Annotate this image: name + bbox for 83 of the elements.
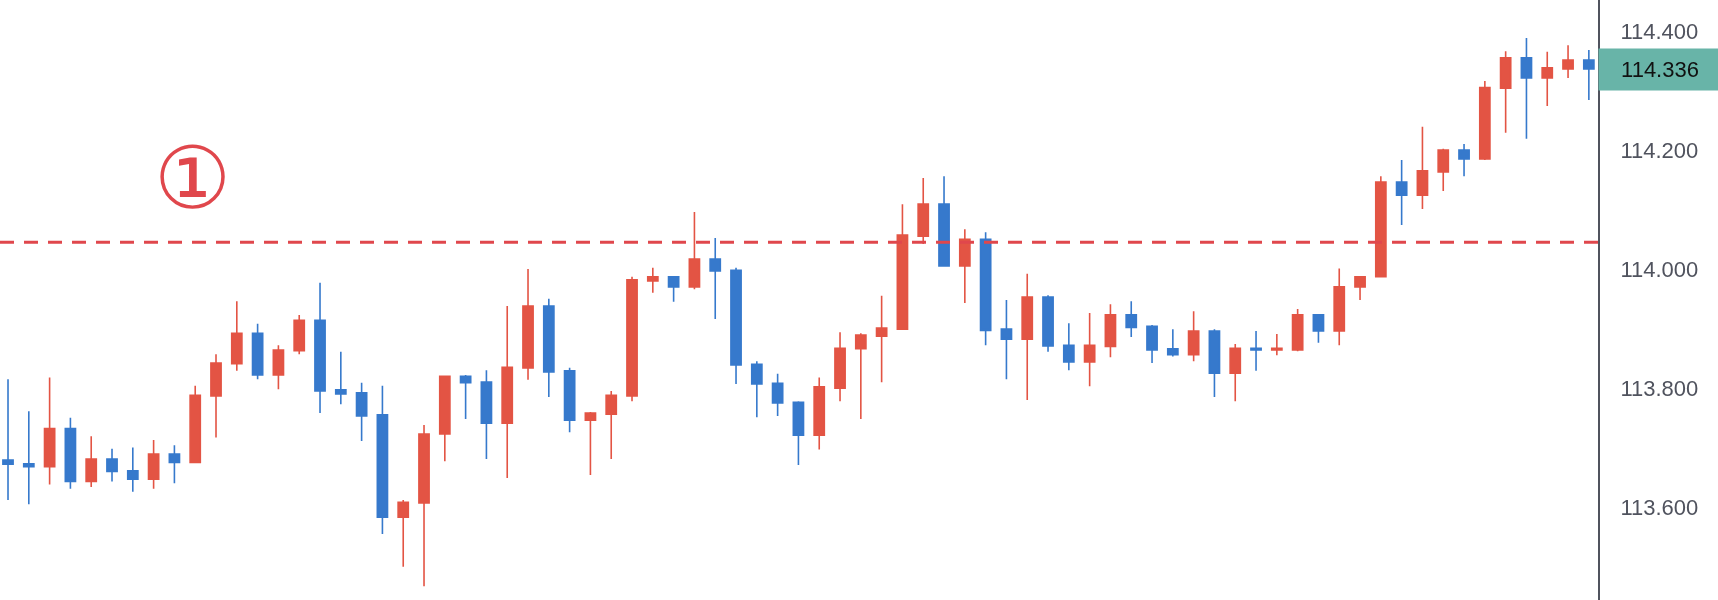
candlestick xyxy=(522,268,534,381)
candlestick xyxy=(147,439,160,490)
candlestick xyxy=(1333,267,1346,347)
y-tick-label: 113.600 xyxy=(1620,494,1699,520)
candlestick xyxy=(771,373,784,417)
candlestick xyxy=(1437,148,1450,192)
candlestick xyxy=(168,444,181,485)
candlestick xyxy=(293,314,306,355)
candlestick xyxy=(1000,299,1013,380)
candlestick xyxy=(1270,333,1283,357)
text: 114.336 xyxy=(1621,57,1699,82)
candlestick xyxy=(334,350,347,405)
candlestick xyxy=(1062,322,1075,372)
candlestick xyxy=(355,381,368,442)
candlestick xyxy=(646,267,659,294)
y-tick-label: 114.400 xyxy=(1620,18,1699,44)
candlestick xyxy=(376,384,389,535)
candlestick xyxy=(1582,49,1595,101)
candlestick xyxy=(64,417,77,490)
candlestick xyxy=(875,295,888,383)
candlestick xyxy=(1208,328,1221,398)
y-tick-label: 114.200 xyxy=(1620,137,1699,163)
candlestick xyxy=(1291,308,1304,352)
candlestick xyxy=(230,300,243,372)
candlestick xyxy=(626,275,638,402)
candlestick xyxy=(1166,328,1179,358)
candlestick xyxy=(938,175,950,267)
candlestick xyxy=(1354,275,1366,301)
candlestick xyxy=(22,410,35,505)
candlestick xyxy=(688,211,701,291)
candlestick xyxy=(813,376,826,451)
candlestick xyxy=(854,332,867,420)
candlestick xyxy=(1458,143,1470,177)
candlestick xyxy=(397,499,410,568)
candlestick xyxy=(1312,314,1325,344)
y-tick-label: 113.800 xyxy=(1620,375,1699,401)
candlestick xyxy=(1125,300,1138,338)
candlestick xyxy=(85,435,98,488)
candlestick xyxy=(1374,175,1387,278)
candlestick xyxy=(1021,273,1034,401)
candlestick xyxy=(438,375,451,463)
candlestick xyxy=(418,424,430,588)
candlestick xyxy=(459,374,472,420)
y-tick-label: 114.000 xyxy=(1620,256,1699,282)
annotation: ① xyxy=(154,128,232,228)
candlestick xyxy=(1520,37,1533,140)
candlestick xyxy=(1229,343,1242,402)
candlestick xyxy=(542,298,555,398)
candlestick xyxy=(1499,50,1512,134)
candlestick xyxy=(210,353,222,439)
candlestick xyxy=(1083,312,1096,388)
candlestick xyxy=(2,378,14,501)
candlestick xyxy=(106,448,118,483)
candlestick xyxy=(272,344,285,391)
candlestick xyxy=(1541,50,1554,107)
candlestick xyxy=(730,267,742,385)
candlestick xyxy=(584,411,597,476)
candlestick xyxy=(792,400,805,466)
candlestick xyxy=(1187,310,1200,363)
candlestick xyxy=(1250,330,1262,372)
candlestick xyxy=(1395,159,1408,226)
candlestick xyxy=(1562,44,1574,79)
candlestick xyxy=(1478,80,1491,161)
candlestick xyxy=(979,231,992,347)
candlestick xyxy=(251,323,264,380)
candlestick xyxy=(896,203,909,330)
candlestick xyxy=(189,384,202,464)
candlestick xyxy=(126,446,139,493)
candlestick xyxy=(605,390,618,460)
candlestick xyxy=(43,376,56,486)
candlestick xyxy=(958,228,971,304)
candlestick xyxy=(750,360,763,419)
candlestick xyxy=(1416,125,1429,210)
candlestick xyxy=(563,367,576,433)
candlestick xyxy=(834,331,846,402)
candlestick xyxy=(667,275,680,303)
candlestick xyxy=(709,237,722,320)
candlestick xyxy=(501,305,514,479)
candlestick xyxy=(314,281,326,414)
candlestick xyxy=(1104,303,1117,358)
candlestick xyxy=(1146,324,1158,364)
candlestick xyxy=(480,369,493,460)
candlestick xyxy=(1042,294,1054,353)
